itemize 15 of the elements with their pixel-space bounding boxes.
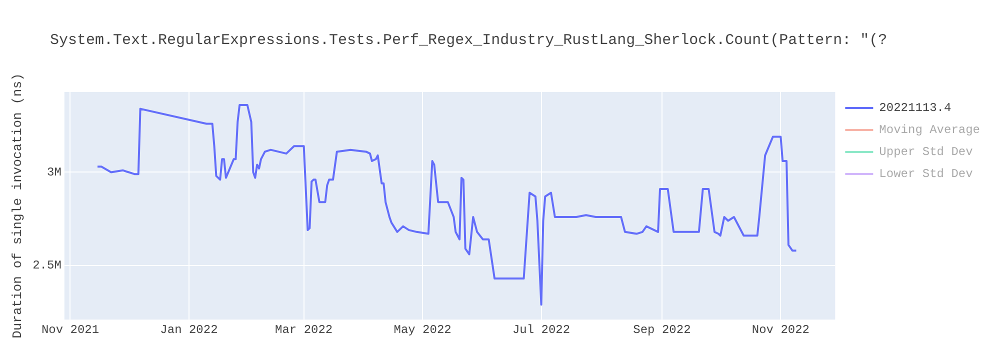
x-tick-label: May 2022 — [394, 322, 452, 337]
y-tick-label: 3M — [47, 165, 62, 180]
x-tick-label: Nov 2021 — [41, 322, 100, 337]
x-tick-label: Nov 2022 — [752, 322, 810, 337]
legend-label: Moving Average — [879, 123, 980, 138]
legend-label: Upper Std Dev — [879, 145, 973, 160]
x-tick-label: Mar 2022 — [275, 322, 333, 337]
x-tick-label: Jan 2022 — [160, 322, 218, 337]
legend-label: 20221113.4 — [879, 101, 952, 116]
legend-label: Lower Std Dev — [879, 167, 973, 182]
chart-title: System.Text.RegularExpressions.Tests.Perf_Regex_Industry_RustLang_Sherlock.Count(Pattern: "(? — [50, 32, 888, 49]
x-tick-label: Jul 2022 — [512, 322, 570, 337]
y-tick-label: 2.5M — [32, 258, 62, 273]
y-axis-title: Duration of single invocation (ns) — [10, 73, 26, 338]
x-tick-label: Sep 2022 — [633, 322, 691, 337]
